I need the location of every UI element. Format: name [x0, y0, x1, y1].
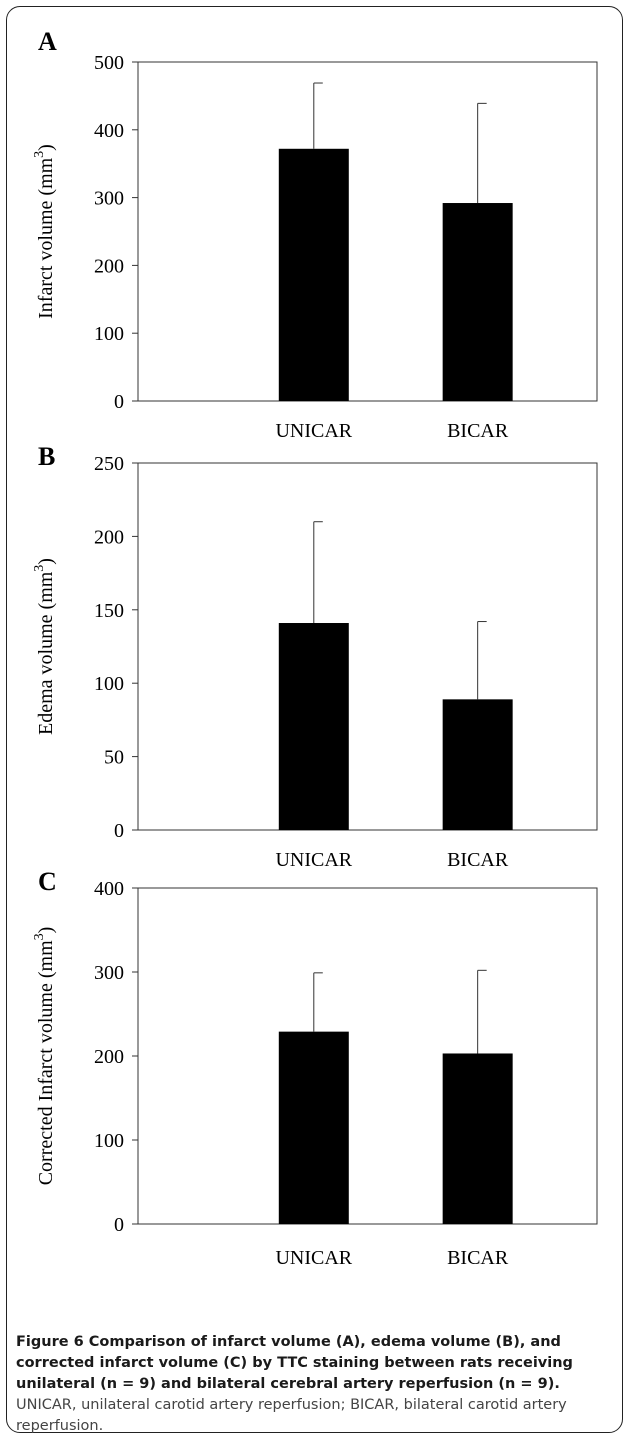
panel-b: B 0 50 100 150 200 250 Edema volume (mm3) UNICAR…	[32, 442, 598, 871]
panel-letter: A	[38, 27, 57, 56]
panel-c: C 0 100 200 300 400 Corrected Infarct volume (…	[32, 867, 598, 1269]
caption-title: Figure 6 Comparison of infarct volume (A…	[16, 1334, 573, 1392]
category-label: UNICAR	[275, 420, 352, 442]
y-tick-label: 250	[94, 453, 124, 475]
y-tick-label: 0	[114, 391, 124, 413]
y-tick-label: 100	[94, 673, 124, 695]
y-tick-label: 150	[94, 600, 124, 622]
y-tick-label: 50	[104, 747, 124, 769]
y-axis-label: Corrected Infarct volume (mm3)	[32, 927, 57, 1186]
y-tick-label: 200	[94, 526, 124, 548]
y-tick-label: 200	[94, 255, 124, 277]
category-label: UNICAR	[275, 1247, 352, 1269]
y-tick-label: 300	[94, 188, 124, 210]
figure-caption: Figure 6 Comparison of infarct volume (A…	[16, 1332, 616, 1437]
bar-unicar	[278, 1031, 349, 1224]
y-tick-label: 400	[94, 120, 124, 142]
category-label: BICAR	[447, 849, 509, 871]
bar-bicar	[442, 699, 513, 830]
bar-unicar	[278, 148, 349, 401]
y-axis-label: Infarct volume (mm3)	[32, 144, 57, 319]
y-tick-label: 500	[94, 52, 124, 74]
category-label: BICAR	[447, 1247, 509, 1269]
y-tick-label: 200	[94, 1046, 124, 1068]
y-tick-label: 0	[114, 1214, 124, 1236]
bar-unicar	[278, 623, 349, 830]
plot-area	[137, 462, 598, 831]
plot-area	[137, 887, 598, 1225]
category-label: UNICAR	[275, 849, 352, 871]
panel-a: A 0 100 200 300 400 500 Infarct volume (mm3) UNI…	[32, 27, 598, 442]
panel-letter: B	[38, 442, 55, 471]
y-tick-label: 100	[94, 1130, 124, 1152]
bar-bicar	[442, 203, 513, 401]
y-axis-label: Edema volume (mm3)	[32, 558, 57, 735]
y-tick-label: 100	[94, 323, 124, 345]
caption-body: UNICAR, unilateral carotid artery reperf…	[16, 1397, 567, 1434]
y-tick-label: 300	[94, 962, 124, 984]
plot-area	[137, 61, 598, 402]
y-tick-label: 0	[114, 820, 124, 842]
panel-letter: C	[38, 867, 57, 896]
y-tick-label: 400	[94, 878, 124, 900]
bar-bicar	[442, 1053, 513, 1224]
category-label: BICAR	[447, 420, 509, 442]
